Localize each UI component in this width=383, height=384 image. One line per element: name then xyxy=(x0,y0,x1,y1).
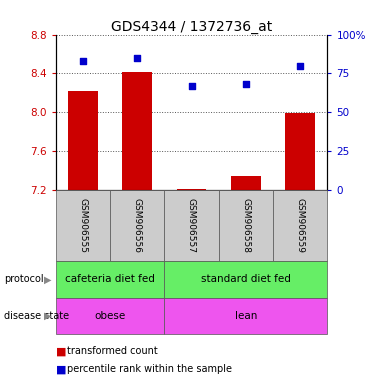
Bar xyxy=(177,189,206,190)
Bar xyxy=(231,175,261,190)
Text: GSM906557: GSM906557 xyxy=(187,198,196,253)
Text: obese: obese xyxy=(94,311,126,321)
Point xyxy=(297,63,303,69)
Text: GSM906555: GSM906555 xyxy=(78,198,87,253)
Text: GSM906558: GSM906558 xyxy=(241,198,250,253)
Text: cafeteria diet fed: cafeteria diet fed xyxy=(65,274,155,285)
Text: ■: ■ xyxy=(56,364,66,374)
Title: GDS4344 / 1372736_at: GDS4344 / 1372736_at xyxy=(111,20,272,33)
Text: protocol: protocol xyxy=(4,274,43,285)
Text: ■: ■ xyxy=(56,346,66,356)
Point xyxy=(134,55,140,61)
Text: ▶: ▶ xyxy=(44,274,52,285)
Text: ▶: ▶ xyxy=(44,311,52,321)
Text: standard diet fed: standard diet fed xyxy=(201,274,291,285)
Text: GSM906556: GSM906556 xyxy=(133,198,142,253)
Text: disease state: disease state xyxy=(4,311,69,321)
Text: transformed count: transformed count xyxy=(67,346,158,356)
Text: GSM906559: GSM906559 xyxy=(296,198,305,253)
Bar xyxy=(285,113,315,190)
Text: lean: lean xyxy=(235,311,257,321)
Point xyxy=(243,81,249,88)
Text: percentile rank within the sample: percentile rank within the sample xyxy=(67,364,232,374)
Bar xyxy=(68,91,98,190)
Point xyxy=(80,58,86,64)
Bar xyxy=(122,73,152,190)
Point xyxy=(188,83,195,89)
